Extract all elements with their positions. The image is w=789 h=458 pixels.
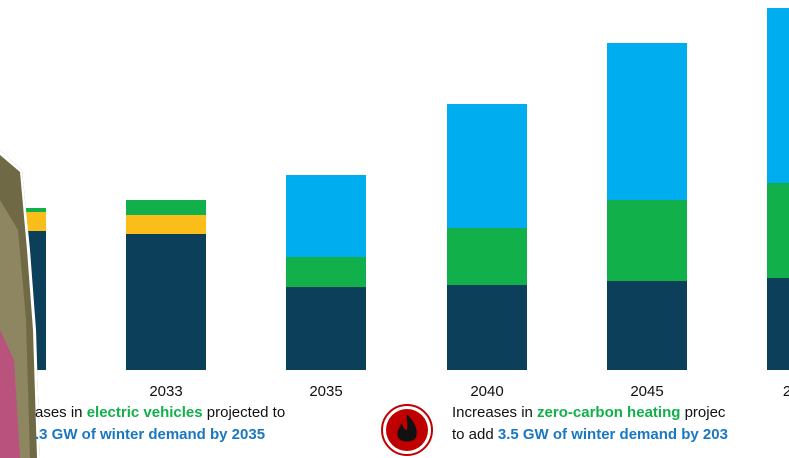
photo xyxy=(0,150,40,458)
note-text: .3 GW of winter demand by 2035 xyxy=(35,426,265,443)
bar-segment xyxy=(286,287,366,370)
note-line: ases in electric vehicles projected to xyxy=(35,404,285,421)
x-tick-label: 2033 xyxy=(149,383,182,400)
note-text: Increases in xyxy=(452,404,537,421)
bar-segment xyxy=(447,104,527,228)
x-tick-label: 2040 xyxy=(470,383,503,400)
bars: 2033 2035 2040 2045 2 xyxy=(0,8,789,400)
x-tick-label: 2045 xyxy=(630,383,663,400)
chart: 2033 2035 2040 2045 2 ases in electric vehic… xyxy=(0,0,789,458)
bar-segment xyxy=(767,8,789,183)
note-line: .3 GW of winter demand by 2035 xyxy=(35,426,265,443)
x-tick-label: 2 xyxy=(783,383,789,400)
note-line: Increases in zero-carbon heating projec xyxy=(452,404,726,421)
bar-segment xyxy=(767,278,789,370)
note-text: projec xyxy=(680,404,726,421)
bar-segment xyxy=(126,215,206,234)
bar-segment xyxy=(126,234,206,370)
bar-segment xyxy=(607,200,687,281)
bar-segment xyxy=(126,200,206,215)
note-line: to add 3.5 GW of winter demand by 203 xyxy=(452,426,728,443)
note-text: electric vehicles xyxy=(87,404,203,421)
note-text: zero-carbon heating xyxy=(537,404,680,421)
notes: ases in electric vehicles projected to .3… xyxy=(35,404,728,443)
note-text: to add xyxy=(452,426,498,443)
bar-segment xyxy=(607,43,687,200)
note-text: projected to xyxy=(203,404,286,421)
bar-segment xyxy=(767,183,789,278)
heating-icon xyxy=(382,405,432,455)
note-text: 3.5 GW of winter demand by 203 xyxy=(498,426,728,443)
note-text: ases in xyxy=(35,404,87,421)
bar-segment xyxy=(607,281,687,370)
x-tick-label: 2035 xyxy=(309,383,342,400)
bar-segment xyxy=(286,175,366,257)
bar-segment xyxy=(447,228,527,285)
bar-segment xyxy=(286,257,366,287)
bar-segment xyxy=(447,285,527,370)
